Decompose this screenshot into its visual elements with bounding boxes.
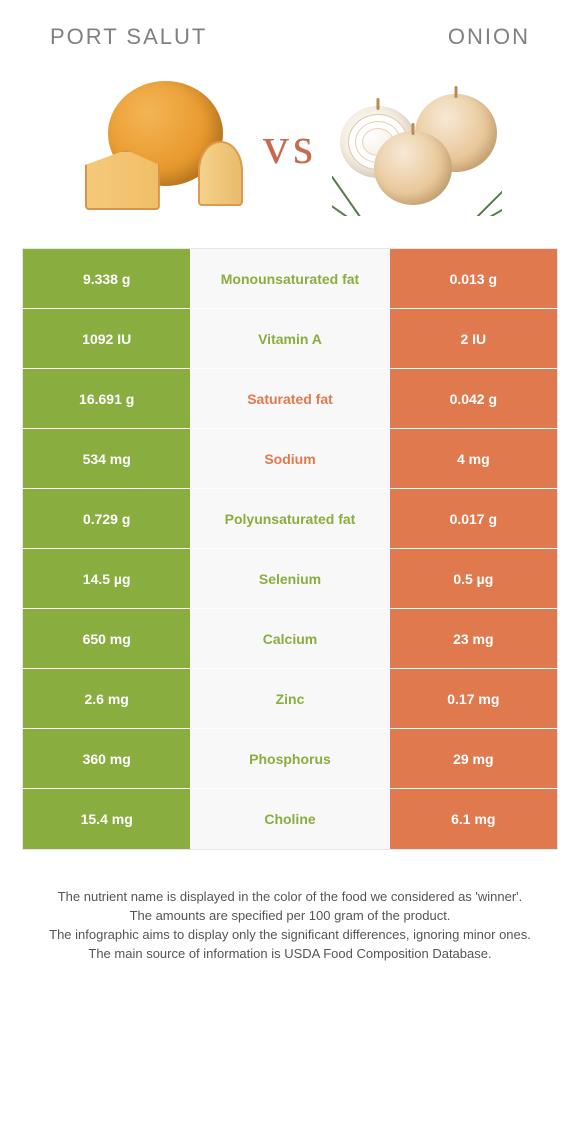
nutrient-label: Zinc — [190, 669, 389, 728]
nutrient-label: Selenium — [190, 549, 389, 608]
footer-line: The nutrient name is displayed in the co… — [28, 888, 552, 907]
table-row: 14.5 µgSelenium0.5 µg — [23, 549, 557, 609]
right-value: 0.017 g — [390, 489, 557, 548]
table-row: 0.729 gPolyunsaturated fat0.017 g — [23, 489, 557, 549]
right-value: 0.5 µg — [390, 549, 557, 608]
onion-icon — [332, 76, 502, 216]
nutrient-label: Polyunsaturated fat — [190, 489, 389, 548]
right-value: 0.17 mg — [390, 669, 557, 728]
left-value: 534 mg — [23, 429, 190, 488]
footer-line: The main source of information is USDA F… — [28, 945, 552, 964]
vs-label: vs — [263, 117, 317, 176]
right-value: 6.1 mg — [390, 789, 557, 849]
footer-line: The amounts are specified per 100 gram o… — [28, 907, 552, 926]
footer-line: The infographic aims to display only the… — [28, 926, 552, 945]
nutrient-label: Phosphorus — [190, 729, 389, 788]
table-row: 15.4 mgCholine6.1 mg — [23, 789, 557, 849]
left-value: 16.691 g — [23, 369, 190, 428]
left-food-title: Port Salut — [50, 24, 207, 50]
table-row: 650 mgCalcium23 mg — [23, 609, 557, 669]
left-food-image — [63, 66, 263, 226]
right-value: 0.013 g — [390, 249, 557, 308]
left-value: 15.4 mg — [23, 789, 190, 849]
hero-section: vs — [20, 56, 560, 236]
nutrient-label: Saturated fat — [190, 369, 389, 428]
nutrient-label: Vitamin A — [190, 309, 389, 368]
nutrient-label: Monounsaturated fat — [190, 249, 389, 308]
table-row: 2.6 mgZinc0.17 mg — [23, 669, 557, 729]
table-row: 534 mgSodium4 mg — [23, 429, 557, 489]
left-value: 14.5 µg — [23, 549, 190, 608]
comparison-table: 9.338 gMonounsaturated fat0.013 g1092 IU… — [22, 248, 558, 850]
table-row: 9.338 gMonounsaturated fat0.013 g — [23, 249, 557, 309]
right-food-image — [317, 66, 517, 226]
header: Port Salut Onion — [0, 0, 580, 56]
nutrient-label: Choline — [190, 789, 389, 849]
table-row: 1092 IUVitamin A2 IU — [23, 309, 557, 369]
nutrient-label: Sodium — [190, 429, 389, 488]
left-value: 9.338 g — [23, 249, 190, 308]
nutrient-label: Calcium — [190, 609, 389, 668]
right-value: 0.042 g — [390, 369, 557, 428]
right-value: 29 mg — [390, 729, 557, 788]
right-value: 23 mg — [390, 609, 557, 668]
table-row: 360 mgPhosphorus29 mg — [23, 729, 557, 789]
right-food-title: Onion — [448, 24, 530, 50]
left-value: 2.6 mg — [23, 669, 190, 728]
right-value: 2 IU — [390, 309, 557, 368]
left-value: 360 mg — [23, 729, 190, 788]
left-value: 0.729 g — [23, 489, 190, 548]
left-value: 1092 IU — [23, 309, 190, 368]
footer-notes: The nutrient name is displayed in the co… — [28, 888, 552, 963]
table-row: 16.691 gSaturated fat0.042 g — [23, 369, 557, 429]
left-value: 650 mg — [23, 609, 190, 668]
cheese-icon — [83, 76, 243, 216]
right-value: 4 mg — [390, 429, 557, 488]
